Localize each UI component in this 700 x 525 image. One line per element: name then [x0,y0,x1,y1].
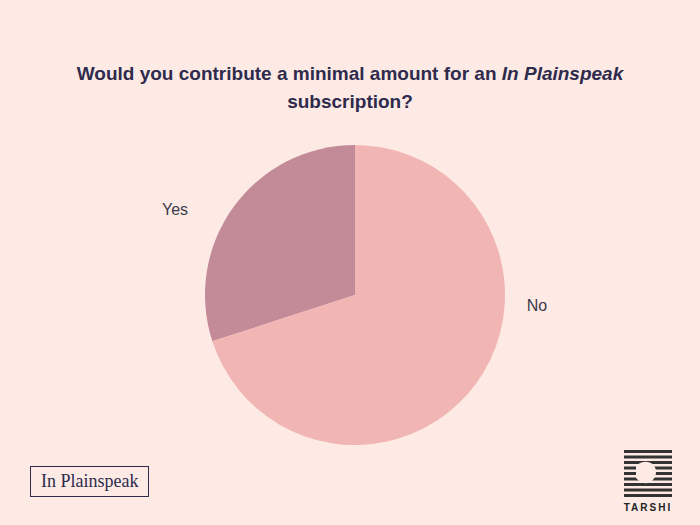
html-text:TARSHI: TARSHI [623,502,673,513]
html-text:Would you contribute a minimal: Would you contribute a minimal amount fo… [76,63,624,84]
html-text:In Plainspeak: In Plainspeak [41,471,139,491]
svg-text:Yes: Yes [162,201,188,218]
svg-text:No: No [527,297,548,314]
html-text:subscription?: subscription? [287,91,413,112]
